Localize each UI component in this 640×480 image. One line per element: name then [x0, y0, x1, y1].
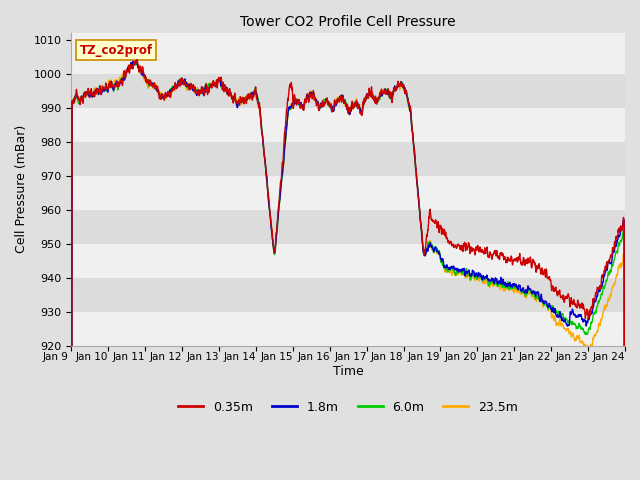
Bar	[71, 142, 625, 176]
Bar	[71, 244, 625, 277]
Bar	[71, 312, 625, 346]
Legend: 0.35m, 1.8m, 6.0m, 23.5m: 0.35m, 1.8m, 6.0m, 23.5m	[173, 396, 524, 419]
Bar	[71, 74, 625, 108]
X-axis label: Time: Time	[333, 365, 364, 378]
Bar	[71, 277, 625, 312]
Title: Tower CO2 Profile Cell Pressure: Tower CO2 Profile Cell Pressure	[241, 15, 456, 29]
Bar	[71, 40, 625, 74]
Bar	[71, 210, 625, 244]
Text: TZ_co2prof: TZ_co2prof	[79, 44, 153, 57]
Bar	[71, 176, 625, 210]
Y-axis label: Cell Pressure (mBar): Cell Pressure (mBar)	[15, 125, 28, 253]
Bar	[71, 108, 625, 142]
